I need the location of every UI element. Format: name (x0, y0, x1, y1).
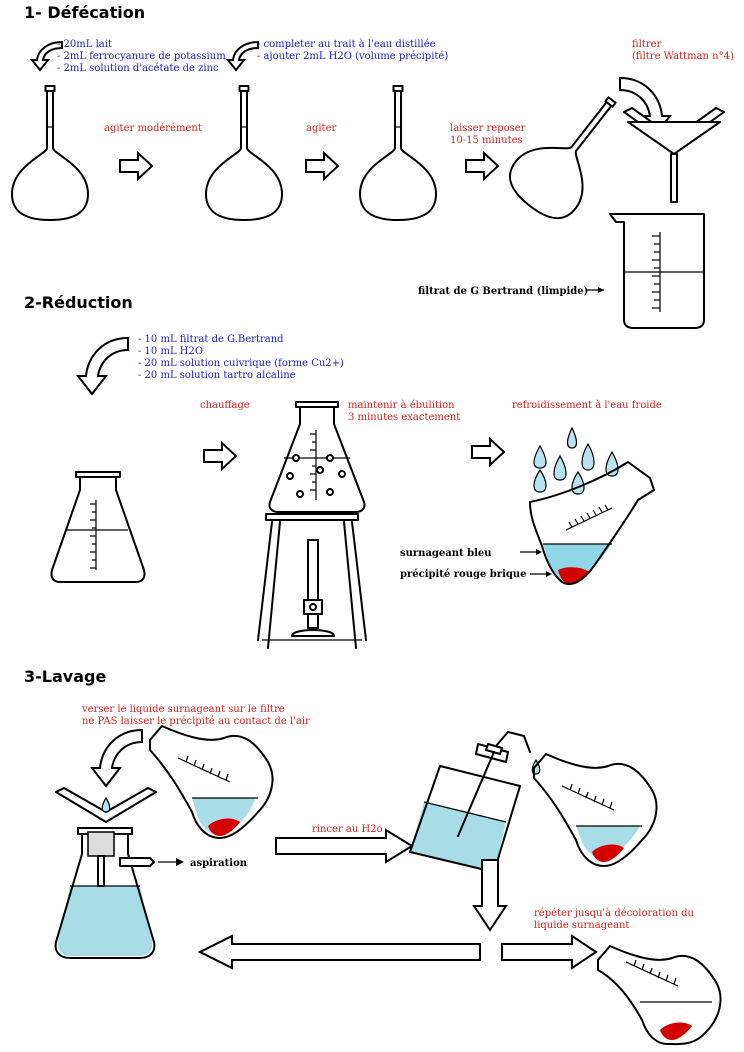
label-surnageant: surnageant bleu (400, 548, 492, 559)
step-laisser-reposer: laisser reposer (450, 123, 526, 134)
pour-arrow-icon (91, 729, 143, 787)
vacuum-flask (54, 827, 156, 959)
reagent-line: - 10 mL H2O (138, 346, 203, 357)
pointer-arrowhead (598, 287, 604, 293)
down-arrow-icon (472, 859, 508, 932)
pointer-arrowhead (176, 858, 184, 866)
step-rincer: rincer au H2o (312, 824, 383, 835)
right-arrow-icon (465, 152, 499, 180)
tilted-flask (508, 96, 617, 220)
step-agiter: agiter (306, 123, 336, 134)
tilted-erlenmeyer-cooled (529, 461, 655, 585)
volumetric-flask-2 (205, 85, 283, 221)
volumetric-flask-3 (359, 85, 437, 221)
reagent-line: - 2mL ferrocyanure de potassium (57, 51, 226, 62)
lavage-instruction: ne PAS laisser le précipité au contact d… (82, 716, 310, 727)
pointer-arrowhead (546, 571, 552, 577)
funnel-stem (670, 153, 678, 203)
step-filtrer-detail: (filtre Wattman n°4) (632, 51, 734, 62)
reagent-line: - ajouter 2mL H2O (volume précipité) (257, 51, 448, 62)
section-title-defecation: 1- Défécation (24, 3, 145, 22)
reagent-line: - 20 mL solution tartro alcaline (138, 370, 296, 381)
right-arrow-icon (501, 934, 598, 970)
step-repeter: répéter jusqu'à décoloration du (534, 908, 694, 919)
beaker-graduations (652, 232, 661, 312)
step-ebullition-time: 3 minutes exactement (348, 412, 460, 423)
wash-bottle (409, 731, 531, 873)
erlenmeyer-flask-1 (50, 471, 146, 583)
step-filtrer: filtrer (632, 39, 662, 50)
section-title-reduction: 2-Réduction (24, 293, 133, 312)
beaker (609, 213, 705, 329)
tilted-erlenmeyer-pouring (149, 725, 274, 839)
step-chauffage: chauffage (200, 400, 250, 411)
water-drops (533, 426, 619, 495)
section-title-lavage: 3-Lavage (24, 667, 106, 686)
tilted-erlenmeyer-rinse (533, 753, 658, 867)
right-arrow-icon (119, 152, 153, 180)
pointer-arrowhead (536, 549, 542, 555)
tilted-erlenmeyer-final (597, 945, 722, 1046)
right-arrow-icon (275, 828, 414, 864)
pour-arrow-icon (227, 41, 259, 71)
reagent-line: - 20 mL solution cuivrique (forme Cu2+) (138, 358, 344, 369)
label-precipite: précipité rouge brique (400, 569, 527, 580)
lavage-instruction: verser le liquide surnageant sur le filt… (81, 704, 285, 715)
left-arrow-icon (197, 934, 481, 970)
step-laisser-reposer-time: 10-15 minutes (450, 135, 523, 146)
funnel-cone (627, 121, 721, 155)
step-refroidissement: refroidissement à l'eau froide (512, 400, 662, 411)
drop-icon (101, 796, 111, 813)
right-arrow-icon (471, 438, 505, 466)
right-arrow-icon (203, 442, 237, 470)
step-repeter-detail: liquide surnageant (534, 920, 629, 931)
bunsen-burner-stand (257, 513, 367, 649)
label-aspiration: aspiration (190, 858, 248, 869)
step-agiter-moderement: agiter modérément (104, 123, 202, 134)
step-ebullition: maintenir à ébulition (348, 400, 455, 411)
reagent-line: - 10 mL filtrat de G.Bertrand (138, 334, 284, 345)
right-arrow-icon (305, 152, 339, 180)
volumetric-flask-1 (11, 85, 89, 221)
reagent-line: - completer au trait à l'eau distillée (257, 39, 436, 50)
pour-arrow-icon (77, 337, 129, 395)
buchner-filter-paper (55, 787, 157, 823)
erlenmeyer-boiling (268, 401, 366, 513)
reagent-line: - 20mL lait (57, 39, 112, 50)
reagent-line: - 2mL solution d'acétate de zinc (57, 63, 219, 74)
label-filtrat: filtrat de G Bertrand (limpide) (418, 286, 588, 297)
